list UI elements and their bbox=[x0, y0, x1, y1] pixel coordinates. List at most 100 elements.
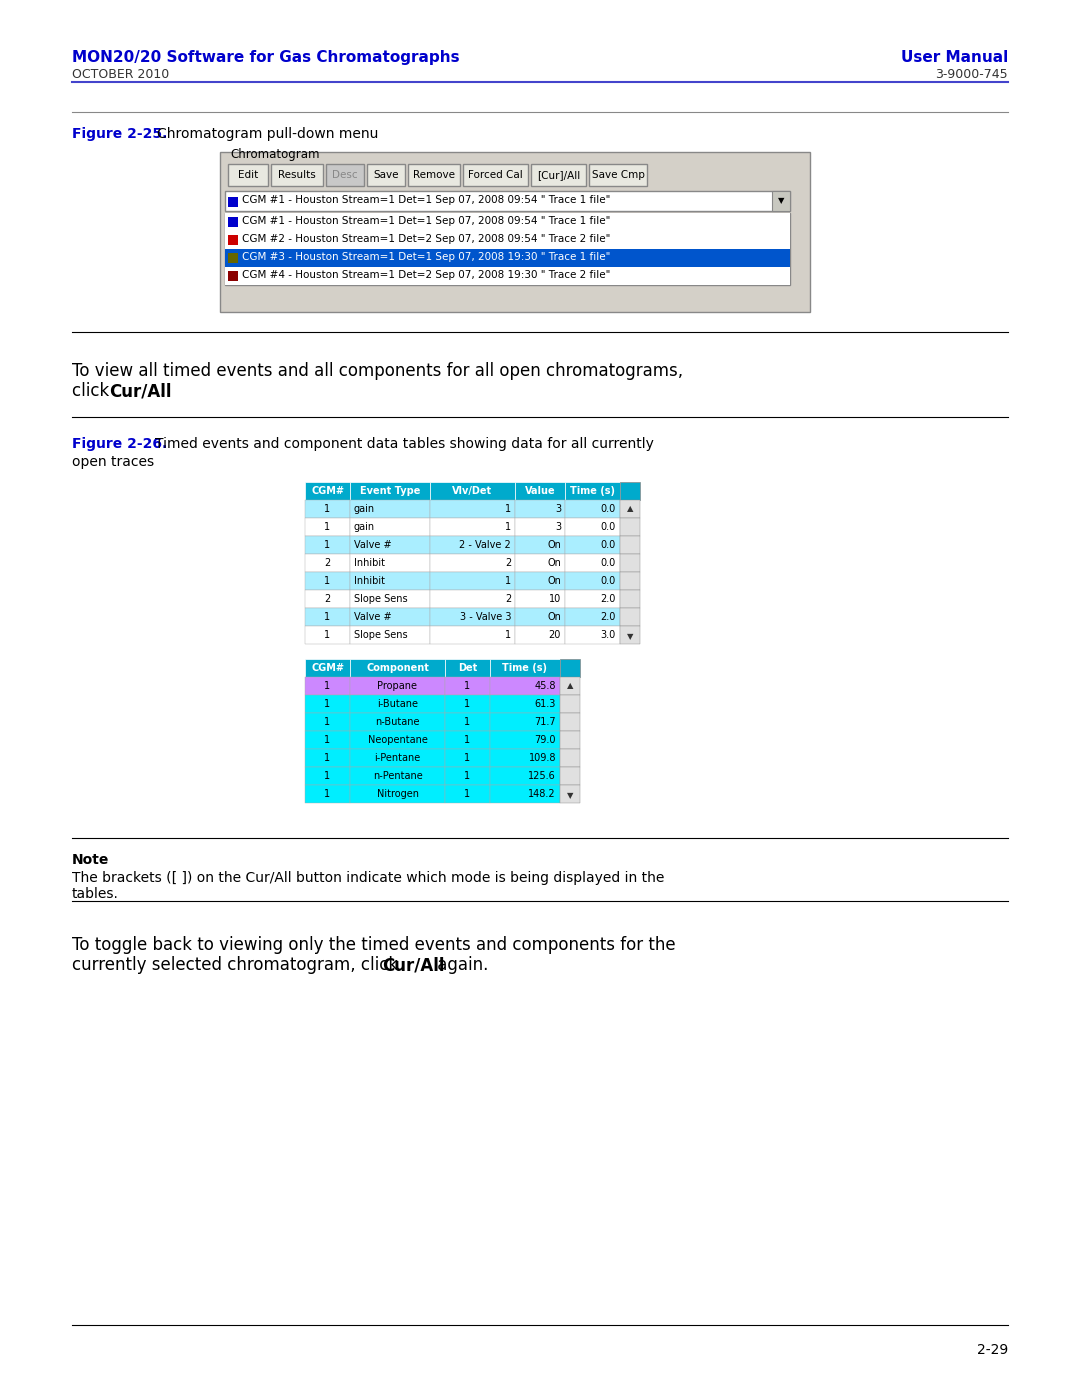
Bar bbox=[305, 626, 350, 644]
Text: 2: 2 bbox=[324, 594, 330, 604]
Bar bbox=[620, 555, 640, 571]
Text: 2-29: 2-29 bbox=[976, 1343, 1008, 1356]
Text: 45.8: 45.8 bbox=[535, 680, 556, 692]
Text: User Manual: User Manual bbox=[901, 50, 1008, 66]
Text: CGM #1 - Houston Stream=1 Det=1 Sep 07, 2008 09:54 " Trace 1 file": CGM #1 - Houston Stream=1 Det=1 Sep 07, … bbox=[242, 217, 610, 226]
Text: gain: gain bbox=[354, 522, 375, 532]
Text: .: . bbox=[159, 381, 164, 400]
Text: [Cur]/All: [Cur]/All bbox=[537, 170, 580, 180]
Bar bbox=[305, 678, 350, 694]
Bar bbox=[561, 785, 580, 803]
Text: 0.0: 0.0 bbox=[600, 522, 616, 532]
Bar bbox=[490, 785, 561, 803]
Text: 2: 2 bbox=[504, 557, 511, 569]
Bar bbox=[350, 678, 445, 694]
Text: Desc: Desc bbox=[333, 170, 357, 180]
Bar bbox=[305, 694, 350, 712]
Bar bbox=[430, 555, 515, 571]
Text: 1: 1 bbox=[324, 698, 330, 710]
Bar bbox=[430, 500, 515, 518]
Text: 0.0: 0.0 bbox=[600, 541, 616, 550]
FancyBboxPatch shape bbox=[326, 163, 364, 186]
Bar bbox=[561, 694, 580, 712]
Text: 61.3: 61.3 bbox=[535, 698, 556, 710]
Text: ▼: ▼ bbox=[626, 631, 633, 641]
Text: 3 - Valve 3: 3 - Valve 3 bbox=[459, 612, 511, 622]
Text: CGM#: CGM# bbox=[311, 664, 345, 673]
Bar bbox=[490, 678, 561, 694]
Text: 3: 3 bbox=[555, 504, 561, 514]
Text: To toggle back to viewing only the timed events and components for the: To toggle back to viewing only the timed… bbox=[72, 936, 676, 954]
Text: i-Pentane: i-Pentane bbox=[375, 753, 420, 763]
Bar bbox=[228, 235, 238, 244]
Text: 2.0: 2.0 bbox=[600, 594, 616, 604]
Bar bbox=[350, 694, 445, 712]
Bar bbox=[305, 518, 350, 536]
Text: Cur/All: Cur/All bbox=[382, 956, 445, 974]
Text: 1: 1 bbox=[324, 630, 330, 640]
Text: tables.: tables. bbox=[72, 887, 119, 901]
Bar bbox=[561, 712, 580, 731]
Text: 2: 2 bbox=[504, 594, 511, 604]
Text: Valve #: Valve # bbox=[354, 612, 392, 622]
Text: Vlv/Det: Vlv/Det bbox=[453, 486, 492, 496]
Text: Slope Sens: Slope Sens bbox=[354, 594, 407, 604]
Bar bbox=[515, 555, 565, 571]
FancyBboxPatch shape bbox=[220, 152, 810, 312]
Text: 1: 1 bbox=[324, 504, 330, 514]
Text: currently selected chromatogram, click: currently selected chromatogram, click bbox=[72, 956, 403, 974]
Text: 2: 2 bbox=[324, 557, 330, 569]
Text: 3-9000-745: 3-9000-745 bbox=[935, 68, 1008, 81]
Text: 10: 10 bbox=[549, 594, 561, 604]
Bar bbox=[490, 712, 561, 731]
Text: 3.0: 3.0 bbox=[600, 630, 616, 640]
Text: ▼: ▼ bbox=[567, 791, 573, 800]
Text: 2 - Valve 2: 2 - Valve 2 bbox=[459, 541, 511, 550]
FancyBboxPatch shape bbox=[271, 163, 323, 186]
Bar bbox=[445, 731, 490, 749]
Text: Chromatogram: Chromatogram bbox=[230, 148, 320, 161]
Text: 0.0: 0.0 bbox=[600, 576, 616, 585]
Text: 1: 1 bbox=[464, 789, 471, 799]
Bar bbox=[228, 197, 238, 207]
Bar bbox=[561, 749, 580, 767]
Text: 0.0: 0.0 bbox=[600, 504, 616, 514]
Text: 1: 1 bbox=[464, 753, 471, 763]
Bar bbox=[561, 659, 580, 678]
Bar bbox=[350, 536, 430, 555]
Bar bbox=[350, 518, 430, 536]
Text: Inhibit: Inhibit bbox=[354, 576, 384, 585]
Bar bbox=[565, 626, 620, 644]
Bar bbox=[350, 555, 430, 571]
Text: Nitrogen: Nitrogen bbox=[377, 789, 419, 799]
Text: again.: again. bbox=[432, 956, 488, 974]
Bar bbox=[305, 749, 350, 767]
Bar bbox=[305, 785, 350, 803]
Bar bbox=[620, 482, 640, 500]
Bar bbox=[561, 731, 580, 749]
Text: Edit: Edit bbox=[238, 170, 258, 180]
Text: open traces: open traces bbox=[72, 455, 154, 469]
Bar bbox=[350, 571, 430, 590]
Text: Results: Results bbox=[279, 170, 315, 180]
Bar bbox=[225, 231, 789, 249]
Bar bbox=[350, 500, 430, 518]
Bar bbox=[430, 571, 515, 590]
Bar bbox=[305, 767, 350, 785]
Text: 148.2: 148.2 bbox=[528, 789, 556, 799]
Bar bbox=[350, 482, 430, 500]
Text: To view all timed events and all components for all open chromatograms,: To view all timed events and all compone… bbox=[72, 362, 684, 380]
Text: 1: 1 bbox=[324, 789, 330, 799]
Bar bbox=[350, 608, 430, 626]
Text: 1: 1 bbox=[504, 576, 511, 585]
Bar bbox=[445, 767, 490, 785]
Bar bbox=[305, 500, 350, 518]
Text: 0.0: 0.0 bbox=[600, 557, 616, 569]
Text: 1: 1 bbox=[504, 504, 511, 514]
Bar bbox=[515, 626, 565, 644]
Text: 71.7: 71.7 bbox=[535, 717, 556, 726]
Bar bbox=[490, 749, 561, 767]
Bar bbox=[445, 678, 490, 694]
Text: n-Butane: n-Butane bbox=[375, 717, 420, 726]
Text: Cur/All: Cur/All bbox=[109, 381, 172, 400]
